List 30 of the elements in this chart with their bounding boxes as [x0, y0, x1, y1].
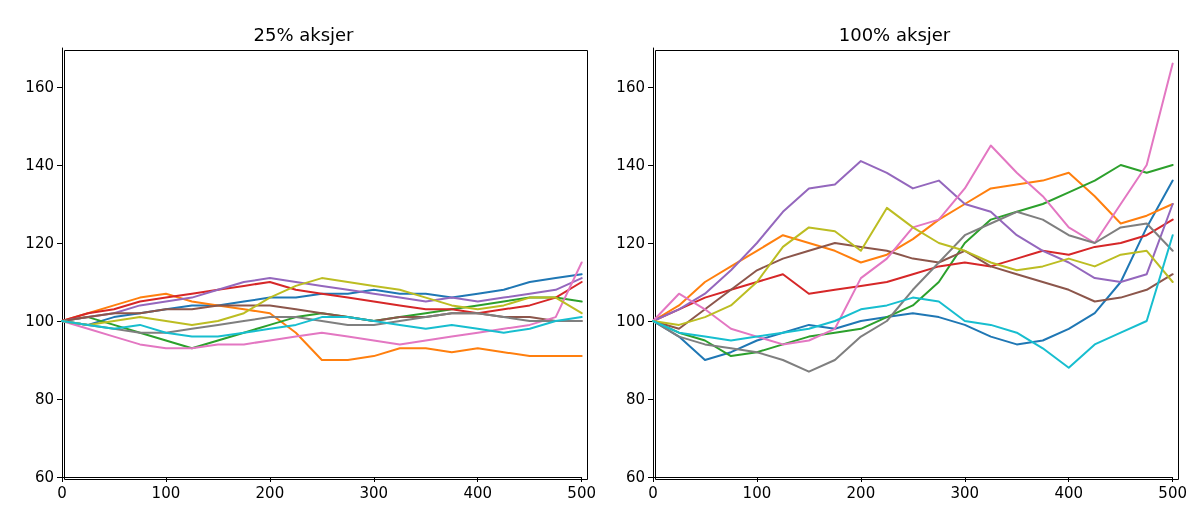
y-tick-label: 140	[616, 156, 645, 174]
y-tick-label: 160	[25, 78, 54, 96]
y-tick-label: 80	[34, 390, 54, 408]
y-tick-label: 60	[34, 468, 54, 486]
chart-title: 100% aksjer	[838, 23, 951, 45]
x-tick-label: 100	[742, 483, 772, 502]
y-tick-label: 60	[625, 468, 645, 486]
y-tick-label: 100	[616, 312, 645, 330]
x-tick-label: 0	[57, 483, 67, 502]
line-series	[61, 261, 583, 350]
x-tick-label: 400	[1054, 483, 1084, 502]
y-tick-label: 100	[25, 312, 54, 330]
y-tick-label: 80	[625, 390, 645, 408]
x-tick-label: 300	[359, 483, 389, 502]
y-tick-label: 160	[616, 78, 645, 96]
x-tick-label: 200	[846, 483, 876, 502]
line-series	[652, 210, 1174, 373]
x-tick-label: 200	[255, 483, 285, 502]
x-tick-label: 500	[1158, 483, 1188, 502]
y-tick-label: 140	[25, 156, 54, 174]
y-tick-label: 120	[25, 234, 54, 252]
x-tick-label: 500	[567, 483, 597, 502]
line-series	[652, 62, 1174, 346]
chart-title: 25% aksjer	[253, 23, 355, 45]
x-tick-label: 300	[950, 483, 980, 502]
x-tick-label: 0	[648, 483, 658, 502]
y-tick-label: 120	[616, 234, 645, 252]
line-series	[652, 234, 1174, 369]
x-tick-label: 100	[151, 483, 181, 502]
x-tick-label: 400	[463, 483, 493, 502]
